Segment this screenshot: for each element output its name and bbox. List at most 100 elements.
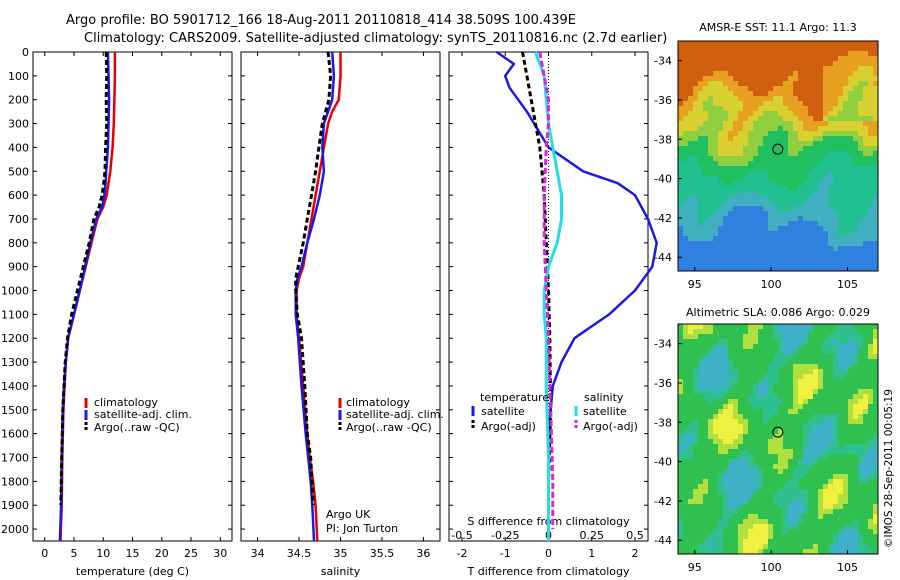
map-cell: [813, 181, 819, 187]
map-cell: [768, 459, 774, 465]
map-cell: [728, 61, 734, 67]
map-cell: [798, 46, 804, 52]
map-cell: [823, 344, 829, 350]
map-cell: [768, 479, 774, 485]
map-cell: [693, 459, 699, 465]
map-cell: [723, 529, 729, 535]
map-cell: [868, 389, 874, 395]
map-y-tick-label: -34: [654, 55, 672, 68]
map-cell: [678, 324, 684, 330]
map-cell: [758, 424, 764, 430]
map-cell: [763, 106, 769, 112]
map-cell: [808, 354, 814, 360]
map-cell: [753, 231, 759, 237]
map-cell: [783, 206, 789, 212]
map-cell: [738, 221, 744, 227]
map-cell: [698, 121, 704, 127]
map-cell: [683, 489, 689, 495]
map-cell: [678, 529, 684, 535]
map-cell: [873, 369, 879, 375]
map-cell: [858, 449, 864, 455]
map-cell: [783, 231, 789, 237]
map-cell: [718, 126, 724, 132]
map-cell: [693, 404, 699, 410]
map-cell: [873, 201, 879, 207]
map-cell: [783, 266, 789, 272]
map-cell: [743, 329, 749, 335]
map-cell: [873, 534, 879, 540]
map-cell: [753, 191, 759, 197]
map-cell: [873, 186, 879, 192]
map-cell: [708, 211, 714, 217]
map-cell: [853, 469, 859, 475]
map-cell: [743, 434, 749, 440]
map-cell: [868, 399, 874, 405]
map-cell: [823, 424, 829, 430]
map-cell: [748, 256, 754, 262]
map-cell: [768, 161, 774, 167]
map-cell: [683, 226, 689, 232]
map-cell: [833, 211, 839, 217]
map-cell: [733, 216, 739, 222]
map-cell: [713, 251, 719, 257]
map-cell: [808, 116, 814, 122]
map-cell: [683, 504, 689, 510]
map-cell: [683, 344, 689, 350]
map-cell: [793, 474, 799, 480]
map-cell: [748, 176, 754, 182]
map-cell: [698, 484, 704, 490]
map-cell: [748, 131, 754, 137]
map-cell: [708, 101, 714, 107]
map-cell: [753, 429, 759, 435]
map-cell: [743, 256, 749, 262]
map-cell: [798, 101, 804, 107]
map-cell: [808, 424, 814, 430]
map-cell: [688, 539, 694, 545]
map-cell: [738, 101, 744, 107]
map-cell: [703, 329, 709, 335]
map-cell: [863, 221, 869, 227]
map-cell: [773, 534, 779, 540]
map-cell: [738, 384, 744, 390]
map-cell: [768, 221, 774, 227]
map-cell: [768, 354, 774, 360]
map-cell: [678, 136, 684, 142]
map-cell: [718, 56, 724, 62]
y-tick-label: 600: [8, 189, 29, 202]
map-cell: [678, 384, 684, 390]
map-cell: [763, 384, 769, 390]
map-cell: [843, 131, 849, 137]
map-cell: [823, 186, 829, 192]
map-cell: [733, 544, 739, 550]
map-cell: [708, 176, 714, 182]
map-cell: [733, 186, 739, 192]
map-cell: [863, 171, 869, 177]
map-cell: [793, 404, 799, 410]
map-cell: [818, 221, 824, 227]
map-cell: [808, 379, 814, 385]
map-cell: [778, 324, 784, 330]
map-cell: [833, 141, 839, 147]
map-cell: [778, 41, 784, 47]
map-cell: [773, 549, 779, 555]
map-cell: [753, 106, 759, 112]
map-cell: [868, 424, 874, 430]
map-cell: [753, 41, 759, 47]
map-cell: [873, 166, 879, 172]
map-cell: [738, 549, 744, 555]
map-cell: [713, 81, 719, 87]
map-cell: [733, 484, 739, 490]
map-cell: [698, 246, 704, 252]
map-cell: [728, 161, 734, 167]
map-cell: [678, 349, 684, 355]
map-cell: [828, 424, 834, 430]
map-cell: [713, 409, 719, 415]
map-cell: [773, 479, 779, 485]
map-cell: [713, 196, 719, 202]
map-cell: [723, 196, 729, 202]
map-cell: [833, 514, 839, 520]
map-cell: [788, 206, 794, 212]
map-cell: [843, 329, 849, 335]
map-cell: [823, 76, 829, 82]
map-cell: [703, 131, 709, 137]
